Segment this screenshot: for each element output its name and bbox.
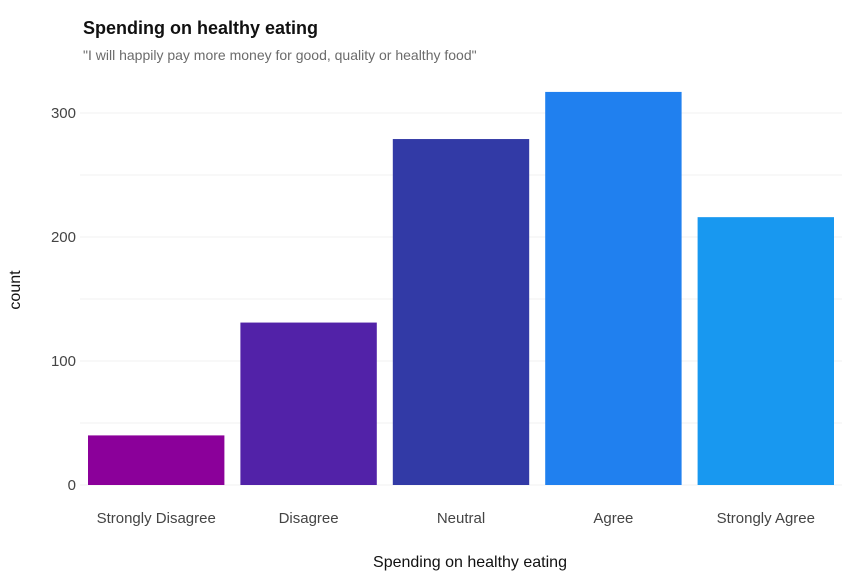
- y-axis-title: count: [7, 270, 24, 310]
- y-tick-label: 200: [51, 229, 76, 246]
- bar: [545, 91, 682, 486]
- x-tick-label: Neutral: [437, 510, 485, 527]
- bar: [240, 322, 377, 485]
- x-axis-ticks: Strongly Disagree Disagree Neutral Agree Str…: [97, 510, 815, 527]
- bar: [697, 217, 834, 485]
- y-tick-label: 0: [68, 477, 76, 494]
- bar: [392, 139, 530, 486]
- bars: [88, 91, 834, 486]
- x-tick-label: Disagree: [279, 510, 339, 527]
- x-axis-title: Spending on healthy eating: [373, 554, 567, 571]
- y-axis-ticks: 0 100 200 300: [51, 105, 76, 494]
- chart-subtitle: "I will happily pay more money for good,…: [83, 47, 477, 63]
- y-tick-label: 300: [51, 105, 76, 122]
- x-tick-label: Agree: [593, 510, 633, 527]
- bar: [88, 435, 225, 485]
- y-tick-label: 100: [51, 353, 76, 370]
- x-tick-label: Strongly Disagree: [97, 510, 216, 527]
- chart-title: Spending on healthy eating: [83, 18, 318, 38]
- x-tick-label: Strongly Agree: [717, 510, 815, 527]
